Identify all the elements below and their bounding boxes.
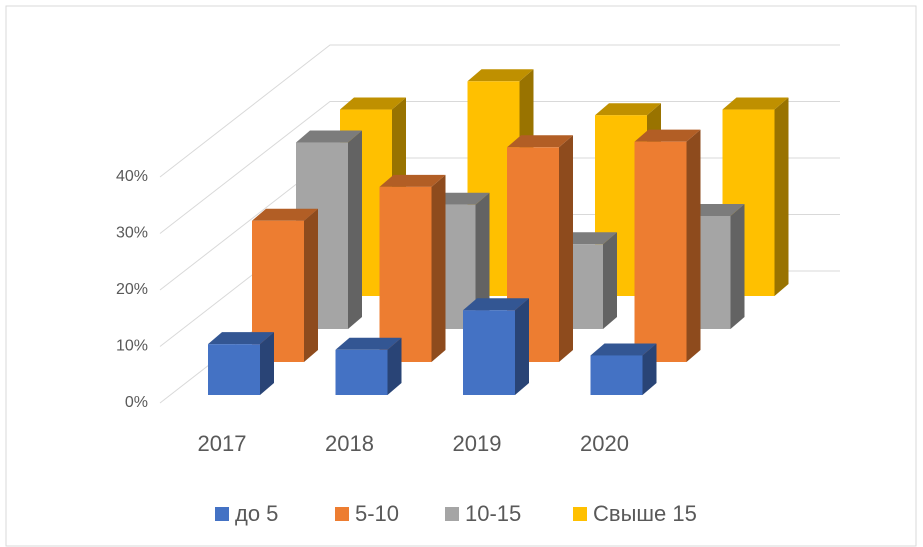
bar-top (340, 97, 406, 110)
grid-line (159, 44, 840, 178)
legend-swatch (335, 507, 349, 521)
bar-top (252, 208, 318, 221)
bar (208, 344, 260, 395)
bar-side (475, 192, 490, 329)
bar-side (559, 135, 573, 362)
x-tick-label: 2018 (325, 431, 374, 456)
y-tick-label: 30% (116, 225, 148, 242)
legend-label: Свыше 15 (593, 501, 697, 526)
bar (379, 186, 432, 362)
bar-top (595, 103, 661, 116)
x-tick-label: 2019 (453, 431, 502, 456)
legend-swatch (215, 507, 229, 521)
bar-top (590, 343, 657, 356)
bar-top (296, 130, 362, 143)
legend-swatch (445, 507, 459, 521)
y-tick-label: 10% (116, 338, 148, 355)
bar-side (515, 298, 529, 395)
legend-label: 10-15 (465, 501, 521, 526)
bar (590, 355, 643, 395)
bar-side (686, 129, 701, 362)
legend-label: 5-10 (355, 501, 399, 526)
bar-side (730, 204, 745, 329)
bar-top (722, 97, 789, 110)
bar (463, 310, 515, 395)
legend-label: до 5 (235, 501, 278, 526)
bar (335, 349, 388, 395)
grid-line (159, 101, 840, 234)
bar-top (208, 332, 274, 345)
bar-side (387, 337, 402, 395)
bar-side (431, 174, 446, 362)
bar-side (603, 232, 617, 329)
bar (634, 141, 687, 362)
bar-side (642, 343, 657, 395)
y-tick-label: 20% (116, 281, 148, 298)
bar-top (507, 135, 573, 148)
bar-top (379, 174, 446, 187)
bar-side (774, 97, 789, 296)
x-tick-label: 2020 (580, 431, 629, 456)
bar-top (634, 129, 701, 142)
bar-top (463, 298, 529, 311)
bar-side (348, 130, 362, 329)
bar-top (335, 337, 402, 350)
bar-side (260, 332, 274, 395)
bar-side (304, 208, 318, 362)
x-tick-label: 2017 (198, 431, 247, 456)
y-tick-label: 40% (116, 168, 148, 185)
bar-top (467, 69, 534, 82)
legend-swatch (573, 507, 587, 521)
y-tick-label: 0% (125, 394, 148, 411)
